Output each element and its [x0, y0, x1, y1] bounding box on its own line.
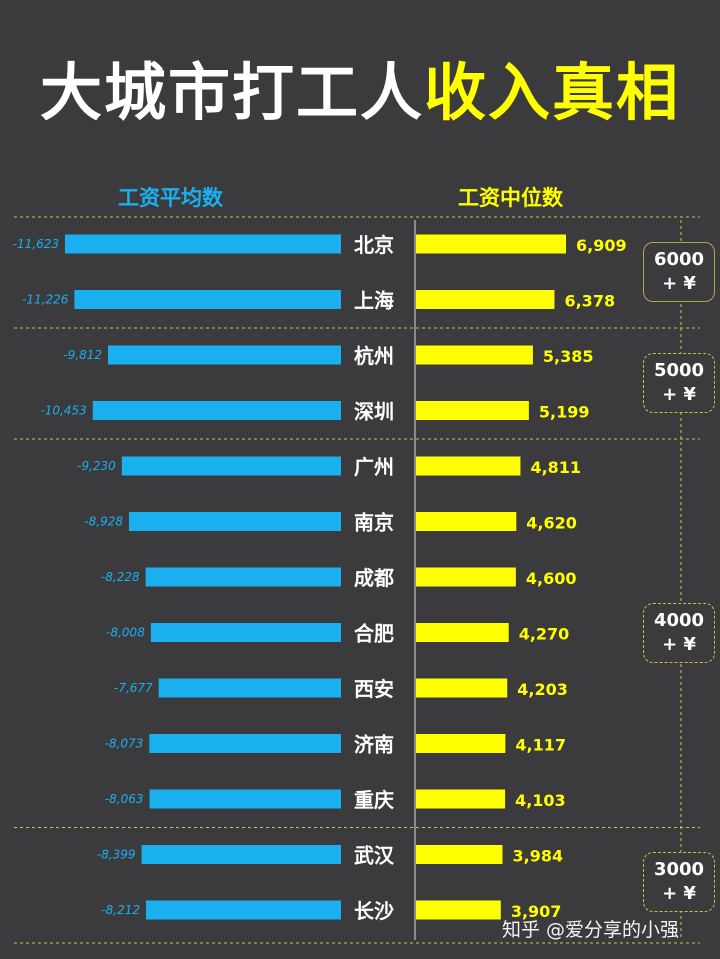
group-badge: 3000 + ¥: [643, 852, 715, 913]
median-value-label: 4,270: [519, 625, 570, 644]
average-value-label: -8,212: [101, 903, 140, 917]
median-value-label: 3,907: [511, 902, 562, 921]
median-bar: [416, 290, 555, 309]
average-bar: [65, 234, 341, 254]
average-bar: [128, 512, 341, 531]
median-value-label: 4,811: [530, 458, 581, 477]
city-label: 合肥: [354, 622, 394, 646]
group-badge: 5000 + ¥: [643, 352, 715, 413]
city-label: 西安: [354, 677, 394, 701]
average-value-label: -10,453: [40, 404, 86, 418]
median-bar: [416, 345, 533, 365]
average-bar: [150, 623, 341, 642]
average-value-label: -8,228: [101, 570, 140, 584]
average-bar: [92, 401, 342, 420]
median-bar: [416, 623, 509, 642]
median-value-label: 3,984: [512, 847, 563, 866]
median-bar: [416, 567, 516, 587]
average-bar: [141, 845, 341, 864]
group-badge-currency: + ¥: [662, 383, 696, 405]
average-bar: [145, 567, 341, 587]
average-value-label: -8,008: [106, 626, 145, 640]
median-value-label: 4,203: [517, 680, 568, 699]
average-value-label: -8,928: [84, 515, 123, 529]
city-label: 深圳: [354, 400, 394, 424]
median-bar: [416, 401, 529, 420]
median-value-label: 4,620: [526, 514, 577, 533]
group-badge-amount: 6000: [653, 248, 705, 270]
average-value-label: -8,399: [97, 848, 136, 862]
average-bar: [74, 290, 341, 309]
average-value-label: -11,226: [22, 293, 69, 307]
city-label: 杭州: [354, 344, 394, 368]
median-value-label: 4,103: [515, 791, 566, 810]
median-value-label: 5,199: [539, 403, 590, 422]
average-value-label: -11,623: [13, 237, 59, 251]
median-value-label: 5,385: [543, 347, 594, 366]
group-badge-currency: + ¥: [662, 883, 696, 905]
city-label: 济南: [354, 733, 394, 757]
average-value-label: -8,073: [105, 737, 144, 751]
median-value-label: 4,600: [526, 569, 577, 588]
average-bar: [121, 456, 342, 476]
city-label: 成都: [354, 566, 394, 590]
median-value-label: 6,378: [564, 292, 615, 311]
city-label: 武汉: [354, 844, 395, 868]
median-value-label: 6,909: [576, 236, 627, 255]
average-column-header: 工资平均数: [118, 186, 223, 210]
city-label: 长沙: [354, 899, 394, 923]
average-bar: [158, 678, 341, 698]
group-badge-currency: + ¥: [662, 272, 696, 294]
watermark: 知乎 @爱分享的小强: [502, 919, 680, 941]
group-badge-amount: 3000: [653, 859, 705, 881]
average-value-label: -9,230: [77, 459, 116, 473]
city-label: 上海: [354, 289, 394, 313]
group-badge-amount: 5000: [653, 359, 705, 381]
average-bar: [145, 900, 341, 920]
city-label: 南京: [354, 511, 394, 535]
average-value-label: -9,812: [63, 348, 102, 362]
city-label: 北京: [354, 233, 394, 257]
group-badge-currency: + ¥: [662, 633, 696, 655]
median-bar: [416, 234, 566, 254]
city-label: 广州: [354, 455, 394, 479]
median-bar: [416, 900, 501, 920]
median-bar: [416, 789, 506, 809]
median-column-header: 工资中位数: [458, 186, 563, 210]
median-bar: [416, 512, 517, 531]
group-badge-amount: 4000: [653, 609, 705, 631]
median-bar: [416, 456, 521, 476]
group-badge: 4000 + ¥: [643, 602, 715, 663]
average-value-label: -8,063: [105, 792, 144, 806]
median-value-label: 4,117: [515, 736, 566, 755]
city-label: 重庆: [354, 788, 394, 812]
average-value-label: -7,677: [114, 681, 153, 695]
median-bar: [416, 678, 508, 698]
page-title: 大城市打工人收入真相: [39, 56, 681, 129]
average-bar: [108, 345, 341, 365]
group-badge: 6000 + ¥: [643, 241, 715, 302]
median-bar: [416, 734, 506, 753]
average-bar: [149, 789, 341, 809]
average-bar: [149, 734, 341, 753]
median-bar: [416, 845, 503, 864]
